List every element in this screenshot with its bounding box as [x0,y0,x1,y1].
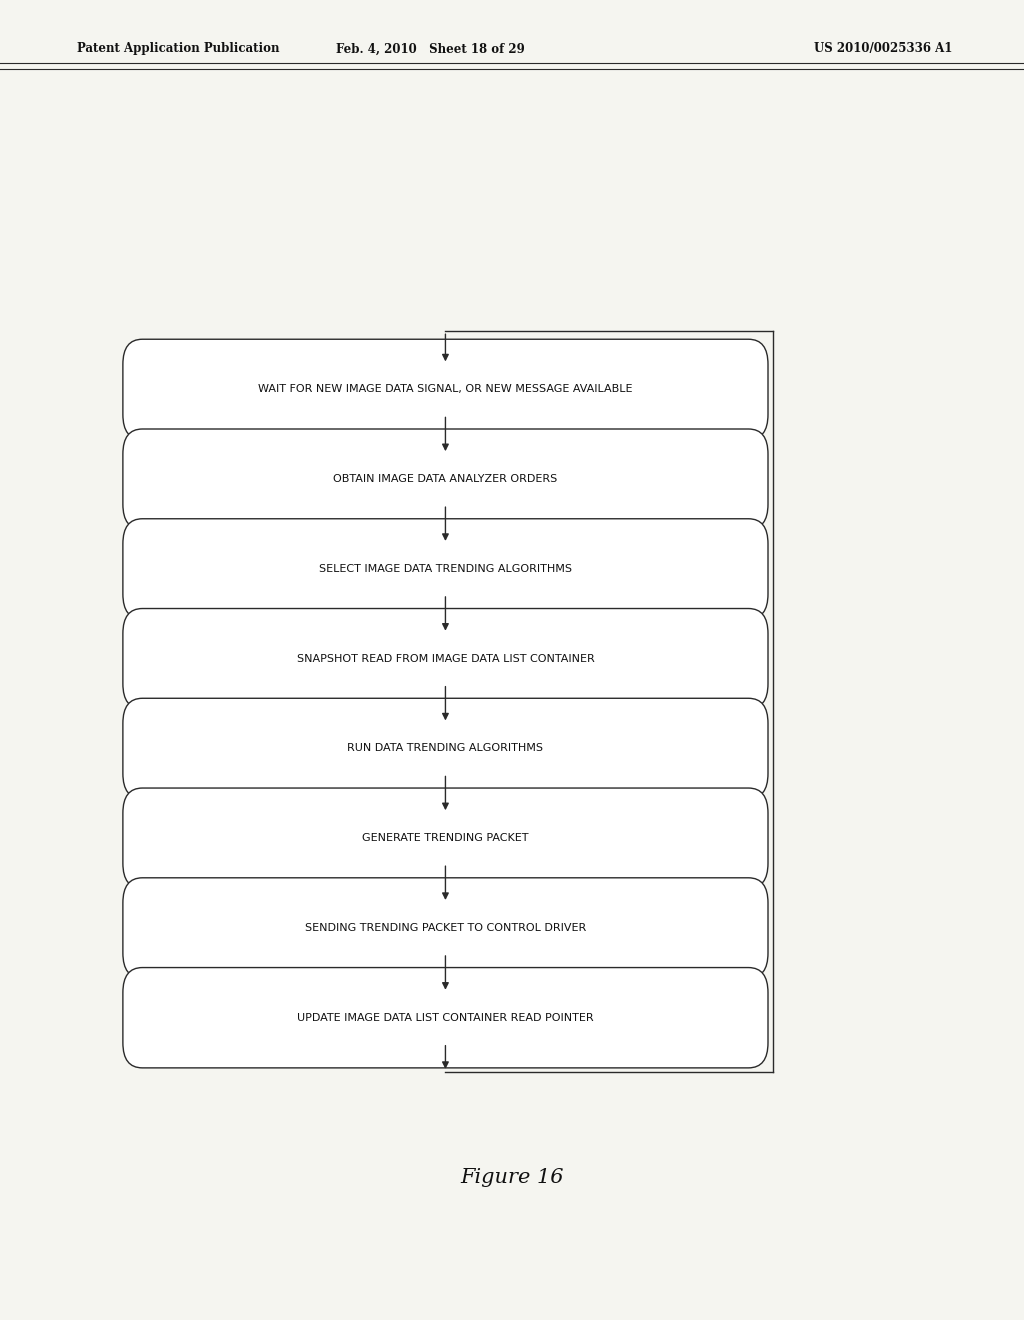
FancyBboxPatch shape [123,429,768,529]
Text: OBTAIN IMAGE DATA ANALYZER ORDERS: OBTAIN IMAGE DATA ANALYZER ORDERS [334,474,557,484]
FancyBboxPatch shape [123,609,768,709]
FancyBboxPatch shape [123,788,768,888]
FancyBboxPatch shape [123,698,768,799]
Text: US 2010/0025336 A1: US 2010/0025336 A1 [814,42,952,55]
FancyBboxPatch shape [123,878,768,978]
Text: SENDING TRENDING PACKET TO CONTROL DRIVER: SENDING TRENDING PACKET TO CONTROL DRIVE… [305,923,586,933]
Text: Patent Application Publication: Patent Application Publication [77,42,280,55]
FancyBboxPatch shape [123,339,768,440]
Text: WAIT FOR NEW IMAGE DATA SIGNAL, OR NEW MESSAGE AVAILABLE: WAIT FOR NEW IMAGE DATA SIGNAL, OR NEW M… [258,384,633,395]
Text: Feb. 4, 2010   Sheet 18 of 29: Feb. 4, 2010 Sheet 18 of 29 [336,42,524,55]
Text: Figure 16: Figure 16 [460,1168,564,1187]
FancyBboxPatch shape [123,968,768,1068]
Text: UPDATE IMAGE DATA LIST CONTAINER READ POINTER: UPDATE IMAGE DATA LIST CONTAINER READ PO… [297,1012,594,1023]
Text: GENERATE TRENDING PACKET: GENERATE TRENDING PACKET [362,833,528,843]
FancyBboxPatch shape [123,519,768,619]
Text: SELECT IMAGE DATA TRENDING ALGORITHMS: SELECT IMAGE DATA TRENDING ALGORITHMS [318,564,572,574]
Text: RUN DATA TRENDING ALGORITHMS: RUN DATA TRENDING ALGORITHMS [347,743,544,754]
Text: SNAPSHOT READ FROM IMAGE DATA LIST CONTAINER: SNAPSHOT READ FROM IMAGE DATA LIST CONTA… [297,653,594,664]
